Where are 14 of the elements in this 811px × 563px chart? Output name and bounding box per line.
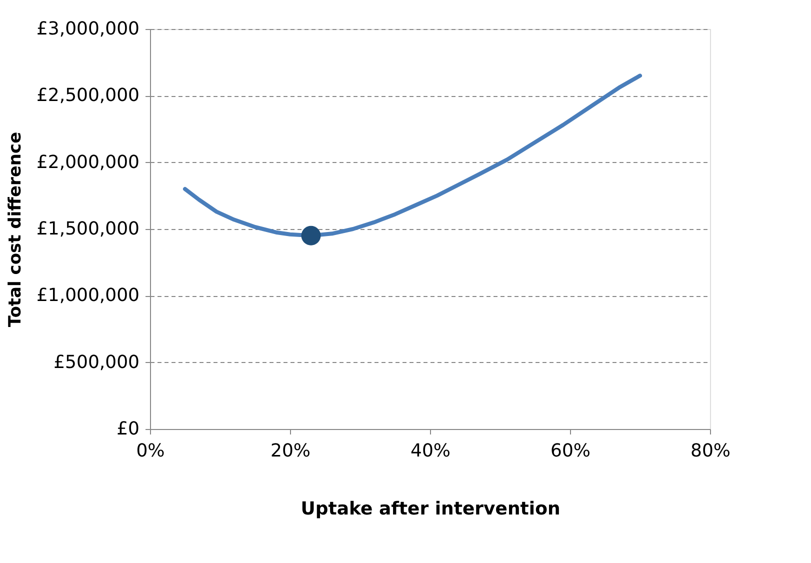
x-axis-title: Uptake after intervention bbox=[300, 498, 560, 520]
x-tick-label: 60% bbox=[550, 440, 591, 462]
x-tick-label: 20% bbox=[270, 440, 311, 462]
x-tick-label: 80% bbox=[690, 440, 731, 462]
x-tick-label: 40% bbox=[410, 440, 451, 462]
y-tick-label: £1,000,000 bbox=[36, 285, 140, 306]
y-tick-label: £1,500,000 bbox=[36, 218, 140, 240]
y-tick-label: £2,500,000 bbox=[36, 85, 140, 106]
y-tick-label: £3,000,000 bbox=[36, 18, 140, 40]
x-tick-label: 0% bbox=[136, 440, 165, 462]
y-tick-label: £2,000,000 bbox=[36, 152, 140, 173]
y-tick-label: £500,000 bbox=[54, 352, 140, 373]
y-tick-label: £0 bbox=[116, 418, 140, 440]
y-axis-title: Total cost difference bbox=[5, 132, 26, 328]
